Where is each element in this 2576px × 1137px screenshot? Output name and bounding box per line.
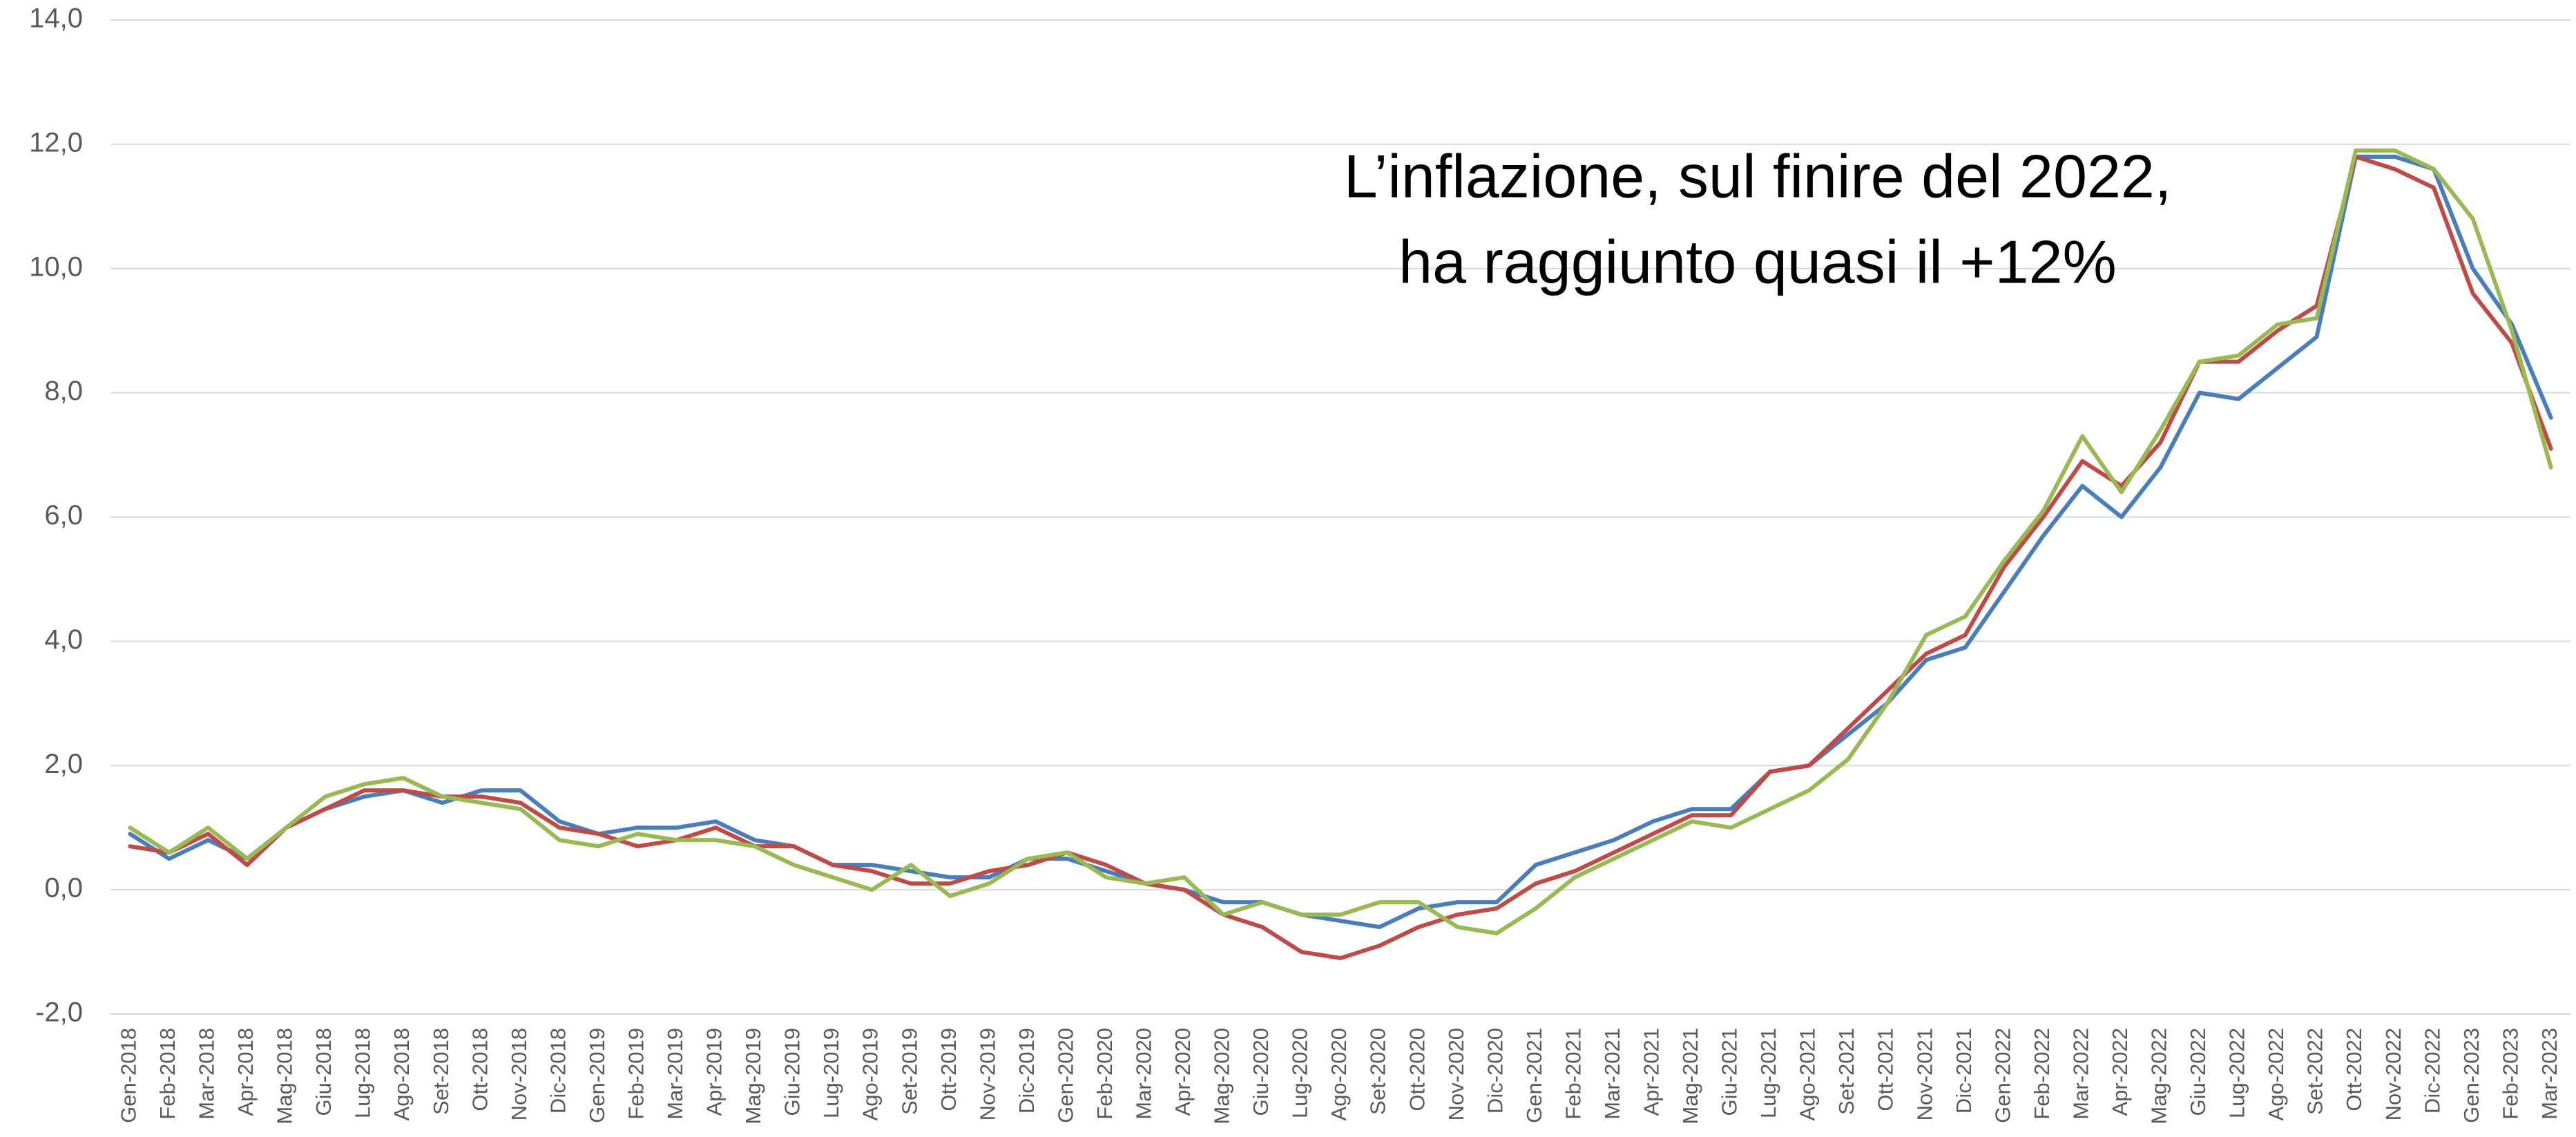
x-tick-label: Dic-2020 (1483, 1028, 1507, 1114)
x-tick-label: Nov-2020 (1444, 1028, 1468, 1120)
x-tick-label: Mag-2021 (1678, 1028, 1702, 1125)
x-tick-label: Ott-2022 (2342, 1028, 2366, 1111)
x-tick-label: Lug-2020 (1288, 1028, 1312, 1118)
x-tick-label: Giu-2022 (2186, 1028, 2210, 1116)
x-tick-label: Lug-2019 (819, 1028, 843, 1118)
x-tick-label: Nov-2022 (2381, 1028, 2405, 1120)
y-tick-label: 14,0 (29, 3, 83, 34)
x-tick-label: Dic-2018 (546, 1028, 570, 1114)
x-tick-label: Mar-2021 (1600, 1028, 1624, 1120)
x-tick-label: Feb-2019 (624, 1028, 648, 1120)
x-tick-label: Giu-2019 (780, 1028, 805, 1116)
x-tick-label: Apr-2022 (2108, 1028, 2132, 1116)
y-tick-label: 2,0 (44, 749, 83, 779)
x-tick-label: Feb-2022 (2030, 1028, 2054, 1120)
x-tick-label: Giu-2020 (1249, 1028, 1273, 1116)
x-tick-label: Nov-2018 (507, 1028, 531, 1120)
x-tick-label: Set-2019 (897, 1028, 921, 1115)
x-tick-label: Apr-2021 (1640, 1028, 1664, 1116)
x-tick-label: Apr-2019 (702, 1028, 727, 1116)
x-tick-label: Gen-2020 (1053, 1028, 1077, 1123)
y-tick-label: 0,0 (44, 873, 83, 904)
x-tick-label: Lug-2021 (1756, 1028, 1780, 1118)
x-tick-label: Ago-2021 (1796, 1028, 1820, 1120)
x-tick-label: Feb-2018 (155, 1028, 180, 1120)
annotation: L’inflazione, sul finire del 2022, (1344, 142, 2172, 210)
x-tick-label: Ott-2020 (1405, 1028, 1429, 1111)
x-tick-label: Mag-2019 (741, 1028, 765, 1125)
x-tick-label: Set-2020 (1366, 1028, 1390, 1115)
series-line (128, 148, 2553, 936)
x-tick-label: Set-2021 (1834, 1028, 1858, 1115)
x-tick-label: Mar-2019 (663, 1028, 687, 1120)
x-tick-label: Gen-2022 (1990, 1028, 2015, 1123)
x-tick-label: Ott-2019 (936, 1028, 961, 1111)
y-tick-label: 6,0 (44, 500, 83, 531)
x-tick-label: Mar-2018 (195, 1028, 219, 1120)
x-tick-label: Mar-2022 (2068, 1028, 2093, 1120)
y-tick-label: 4,0 (44, 624, 83, 655)
x-tick-label: Mag-2022 (2147, 1028, 2171, 1125)
x-tick-label: Gen-2018 (116, 1028, 140, 1123)
y-tick-label: 12,0 (29, 127, 83, 157)
x-tick-label: Set-2022 (2303, 1028, 2327, 1115)
y-tick-label: -2,0 (35, 997, 83, 1028)
x-tick-label: Ago-2018 (390, 1028, 414, 1120)
y-tick-label: 10,0 (29, 251, 83, 282)
x-tick-label: Ott-2018 (468, 1028, 492, 1111)
x-tick-label: Lug-2022 (2225, 1028, 2249, 1118)
x-tick-label: Ago-2020 (1327, 1028, 1351, 1120)
x-tick-label: Gen-2019 (585, 1028, 609, 1123)
x-tick-label: Dic-2021 (1952, 1028, 1976, 1114)
x-tick-label: Set-2018 (429, 1028, 453, 1115)
x-tick-label: Giu-2021 (1718, 1028, 1742, 1116)
x-tick-label: Dic-2019 (1015, 1028, 1039, 1114)
x-tick-label: Gen-2023 (2459, 1028, 2483, 1123)
x-tick-label: Nov-2021 (1912, 1028, 1936, 1120)
series-line (128, 154, 2553, 961)
x-tick-label: Gen-2021 (1522, 1028, 1546, 1123)
x-tick-label: Mar-2020 (1131, 1028, 1155, 1120)
x-tick-label: Dic-2022 (2420, 1028, 2444, 1114)
x-tick-label: Mag-2018 (273, 1028, 297, 1125)
x-tick-label: Nov-2019 (975, 1028, 999, 1120)
x-tick-label: Mag-2020 (1210, 1028, 1234, 1125)
x-tick-label: Mar-2023 (2537, 1028, 2561, 1120)
x-tick-label: Apr-2018 (233, 1028, 258, 1116)
x-tick-label: Feb-2021 (1561, 1028, 1585, 1120)
x-tick-label: Lug-2018 (351, 1028, 375, 1118)
y-tick-label: 8,0 (44, 376, 83, 406)
x-tick-label: Apr-2020 (1171, 1028, 1195, 1116)
x-tick-label: Ago-2019 (858, 1028, 883, 1120)
x-tick-label: Ago-2022 (2264, 1028, 2288, 1120)
x-tick-label: Feb-2023 (2498, 1028, 2522, 1120)
x-tick-label: Feb-2020 (1093, 1028, 1117, 1120)
x-tick-label: Ott-2021 (1874, 1028, 1898, 1111)
series-line (128, 154, 2553, 930)
x-tick-label: Giu-2018 (311, 1028, 336, 1116)
annotation: ha raggiunto quasi il +12% (1398, 227, 2117, 296)
